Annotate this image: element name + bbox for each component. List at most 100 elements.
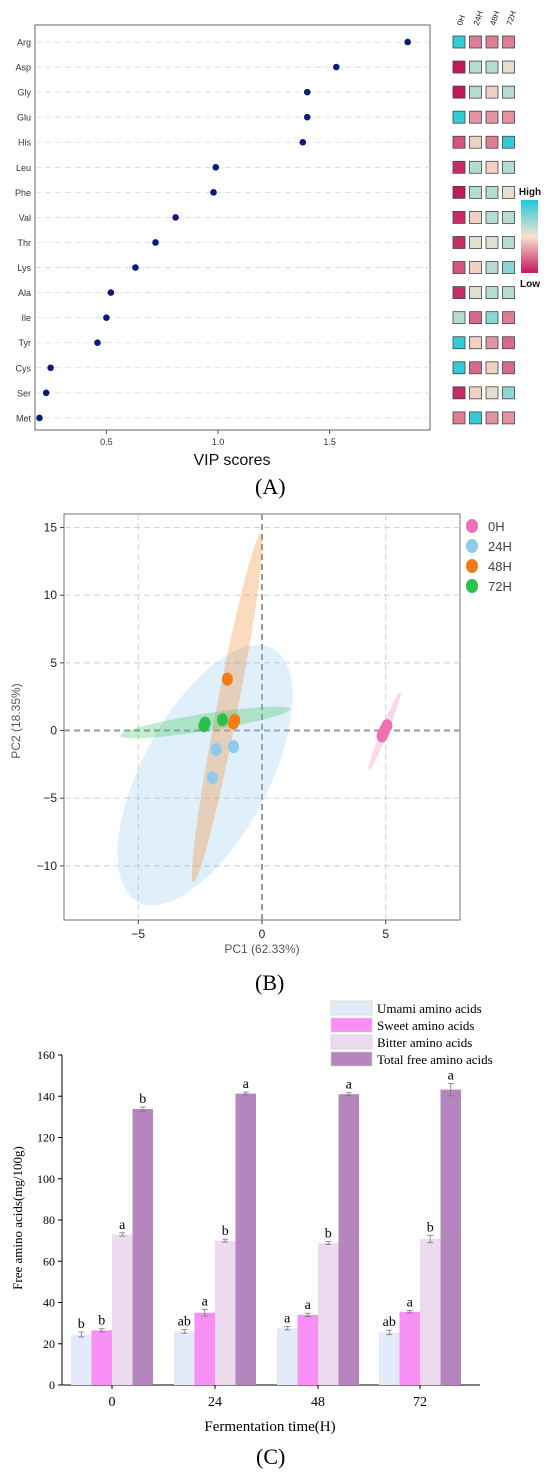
heat-cell (452, 185, 466, 199)
heat-cell (469, 386, 482, 400)
vip-category-label: Gly (18, 88, 32, 98)
heat-cell (485, 286, 499, 300)
pca-y-tick-label: −5 (43, 791, 57, 805)
pca-point (221, 672, 233, 686)
bar (379, 1332, 400, 1385)
bar-x-axis-label: Fermentation time(H) (204, 1419, 335, 1435)
bar-x-tick-label: 24 (208, 1395, 222, 1410)
heat-cell (452, 60, 466, 74)
heat-cell (469, 60, 482, 74)
vip-point (152, 239, 159, 246)
heat-cell (485, 336, 499, 350)
vip-point (94, 339, 101, 347)
bar (297, 1314, 318, 1385)
bar-y-tick-label: 40 (43, 1296, 55, 1310)
vip-point (210, 189, 217, 196)
heat-cell (452, 160, 466, 174)
vip-category-label: Met (16, 413, 32, 423)
bar (338, 1094, 359, 1385)
heat-cell (502, 361, 515, 375)
bar-y-tick-label: 0 (49, 1378, 55, 1392)
heat-cell (469, 286, 482, 300)
heat-cell (502, 261, 515, 274)
bar-y-tick-label: 100 (37, 1172, 55, 1186)
heat-cell (485, 185, 499, 199)
bar-significance-letter: b (325, 1227, 332, 1242)
heat-cell (485, 135, 499, 149)
heat-cell (469, 35, 482, 49)
heat-cell (502, 160, 515, 174)
bar (440, 1089, 461, 1385)
vip-point (212, 164, 220, 171)
vip-category-label: Ala (18, 288, 31, 298)
pca-point (228, 740, 240, 754)
heat-column-label: 0H (455, 14, 467, 27)
heat-cell (469, 236, 482, 249)
bar-legend-swatch (330, 1017, 373, 1033)
bar-x-tick-label: 48 (311, 1395, 325, 1410)
heat-cell (502, 411, 515, 425)
heat-legend-high: High (519, 187, 541, 198)
heat-cell (502, 60, 515, 74)
vip-category-label: Leu (16, 163, 31, 173)
pca-y-tick-label: −10 (37, 859, 58, 873)
vip-category-label: Cys (16, 363, 32, 373)
heat-cell (469, 311, 482, 325)
vip-category-label: Tyr (19, 338, 32, 348)
bar-significance-letter: b (78, 1317, 85, 1332)
heat-cell (452, 361, 466, 375)
pca-confidence-ellipse (117, 645, 293, 906)
bar (277, 1328, 298, 1385)
bar-legend-label: Bitter amino acids (377, 1035, 472, 1050)
pca-legend-label: 24H (488, 539, 512, 554)
bar-significance-letter: b (222, 1224, 229, 1239)
bar (132, 1109, 153, 1385)
bar-legend-label: Umami amino acids (377, 1001, 482, 1016)
bar-y-tick-label: 60 (43, 1254, 55, 1268)
vip-point (303, 88, 311, 96)
heat-cell (502, 336, 515, 350)
pca-legend-swatch (466, 559, 478, 573)
pca-point (216, 713, 228, 727)
bar-significance-letter: a (284, 1312, 291, 1327)
vip-point (404, 38, 411, 46)
bar-x-tick-label: 0 (109, 1395, 116, 1410)
bar (71, 1334, 92, 1385)
heat-cell (502, 135, 515, 149)
bar (112, 1234, 133, 1385)
bar (318, 1243, 339, 1385)
bar-y-tick-label: 80 (43, 1213, 55, 1227)
heat-cell (469, 211, 482, 224)
heat-legend-low: Low (520, 279, 540, 290)
pca-point (377, 726, 389, 740)
bar-y-tick-label: 160 (37, 1048, 55, 1062)
heat-cell (485, 311, 499, 325)
vip-point (103, 314, 110, 321)
heat-cell (452, 110, 466, 124)
pca-legend-swatch (466, 519, 478, 533)
panel-label-c: (C) (256, 1444, 286, 1469)
vip-x-tick-label: 1.0 (212, 437, 225, 447)
heat-cell (485, 411, 499, 425)
heat-color-scale (521, 200, 538, 273)
pca-legend-label: 48H (488, 559, 512, 574)
pca-x-tick-label: −5 (131, 927, 145, 941)
vip-point (303, 113, 311, 121)
heat-cell (502, 311, 515, 325)
pca-legend-swatch (466, 579, 478, 593)
heat-cell (502, 211, 515, 224)
pca-score-plot: −5 0 5 −10 −5 0 5 10 15 PC1 (62.33%) PC2 (18.35… (9, 513, 512, 956)
heat-cell (502, 185, 515, 199)
heat-cell (485, 160, 499, 174)
heat-cell (469, 85, 482, 99)
heat-cell (469, 361, 482, 375)
bar-legend-swatch (330, 1051, 373, 1067)
pca-point (210, 742, 222, 756)
pca-legend-swatch (466, 539, 478, 553)
vip-category-label: Ser (17, 388, 31, 398)
bar-significance-letter: b (98, 1314, 105, 1329)
heat-cell (452, 85, 466, 99)
bar-legend-swatch (330, 1000, 373, 1016)
bar-y-axis-label: Free amino acids(mg/100g) (10, 1146, 25, 1290)
vip-category-label: Ile (21, 313, 31, 323)
